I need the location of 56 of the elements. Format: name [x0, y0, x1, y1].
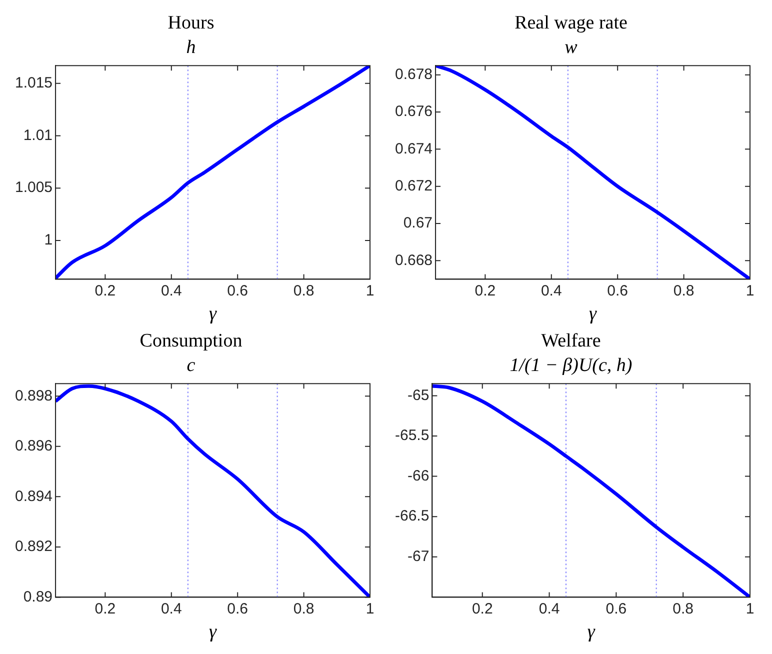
- x-tick-label: 1: [746, 282, 754, 300]
- line-series: [56, 384, 370, 598]
- y-tick-label: 0.892: [14, 538, 53, 556]
- y-tick-label: 0.674: [394, 140, 433, 158]
- chart-title: Consumption: [140, 330, 243, 352]
- x-tick-label: 0.6: [227, 282, 248, 300]
- line-series: [436, 66, 750, 280]
- x-tick-label: 0.2: [472, 600, 493, 618]
- y-tick-label: 0.678: [394, 66, 433, 84]
- chart-title: Real wage rate: [514, 12, 628, 34]
- y-tick-label: 0.67: [403, 214, 433, 232]
- x-tick-label: 0.4: [540, 282, 562, 300]
- x-tick-label: 0.2: [474, 282, 496, 300]
- x-tick-label: 0.4: [160, 282, 182, 300]
- chart-title: Welfare: [541, 330, 601, 352]
- chart-subtitle: w: [564, 37, 578, 58]
- x-axis-title: γ: [209, 622, 218, 643]
- line-series: [56, 66, 370, 280]
- y-tick-label: -65: [408, 386, 430, 404]
- x-tick-label: 0.6: [606, 600, 627, 618]
- x-tick-label: 0.8: [293, 282, 314, 300]
- y-tick-label: 1.005: [14, 179, 53, 196]
- y-tick-label: -67: [408, 548, 430, 566]
- y-tick-label: 0.894: [14, 488, 53, 505]
- y-tick-label: 0.668: [394, 252, 433, 269]
- x-tick-label: 0.4: [160, 600, 182, 618]
- x-tick-label: 0.8: [672, 600, 694, 618]
- x-tick-label: 0.4: [538, 600, 560, 618]
- x-tick-label: 1: [366, 600, 374, 618]
- chart-subtitle: c: [186, 355, 196, 376]
- x-tick-label: 0.6: [227, 600, 248, 618]
- chart-subtitle: h: [186, 37, 196, 58]
- x-tick-label: 1: [746, 600, 754, 618]
- x-tick-label: 0.8: [293, 600, 314, 618]
- y-tick-label: 1.01: [23, 126, 53, 144]
- x-tick-label: 0.8: [673, 282, 694, 300]
- y-tick-label: 0.896: [14, 438, 53, 455]
- y-tick-label: 0.676: [394, 103, 433, 120]
- y-tick-label: -65.5: [394, 427, 430, 444]
- y-tick-label: 0.672: [394, 177, 433, 194]
- x-tick-label: 0.2: [94, 282, 116, 300]
- chart-subtitle: 1/(1 − β)U(c, h): [510, 355, 632, 376]
- y-tick-label: 0.898: [14, 387, 53, 404]
- y-tick-label: 1.015: [14, 74, 53, 92]
- chart-title: Hours: [168, 12, 214, 34]
- x-axis-title: γ: [587, 622, 596, 643]
- x-axis-title: γ: [589, 304, 598, 325]
- y-tick-label: -66.5: [394, 508, 430, 525]
- x-tick-label: 0.2: [94, 600, 116, 618]
- line-series: [432, 384, 750, 598]
- x-axis-title: γ: [209, 304, 218, 325]
- y-tick-label: 0.89: [23, 588, 53, 606]
- x-tick-label: 0.6: [607, 282, 628, 300]
- y-tick-label: -66: [408, 467, 430, 484]
- y-tick-label: 1: [44, 232, 53, 249]
- x-tick-label: 1: [366, 282, 374, 300]
